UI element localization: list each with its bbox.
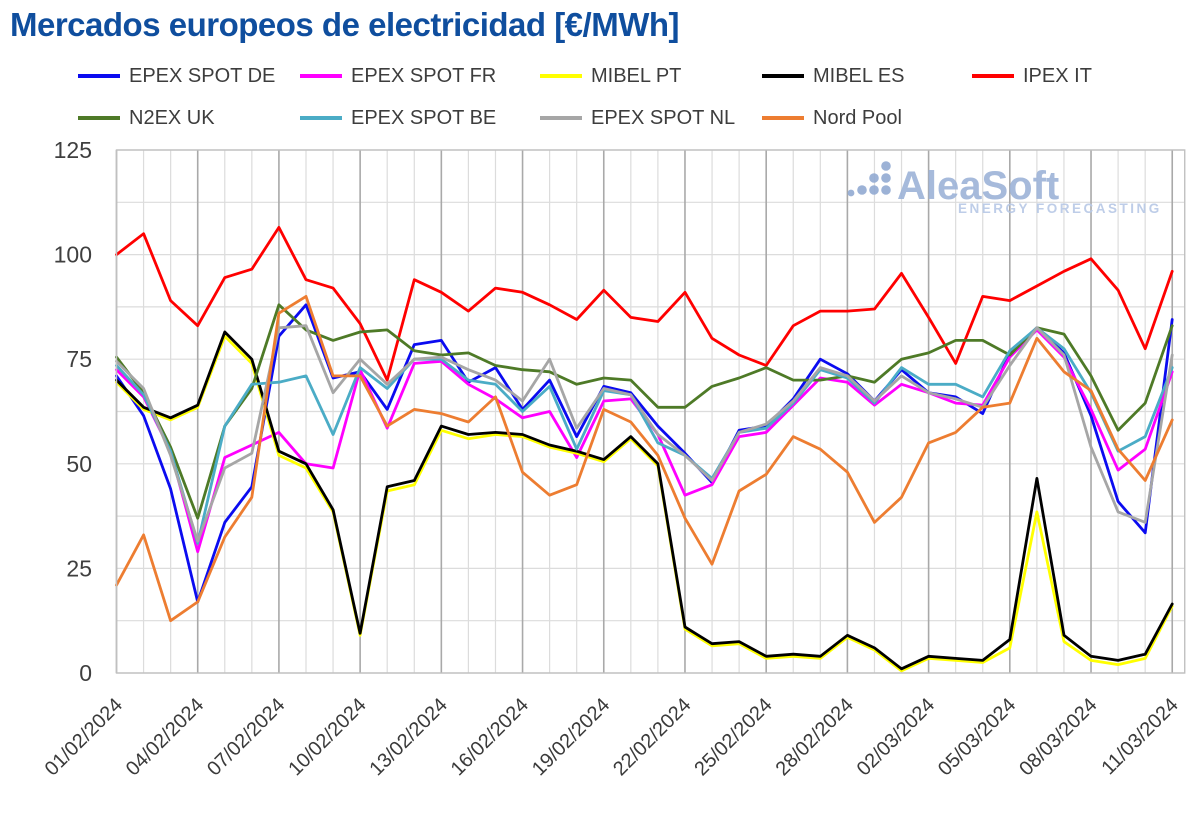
watermark-dot-icon: [869, 185, 879, 195]
watermark-dot-icon: [881, 185, 891, 195]
watermark-dot-icon: [869, 173, 879, 183]
y-axis-tick-label: 125: [54, 137, 92, 163]
x-axis-tick-label: 25/02/2024: [690, 694, 776, 780]
x-axis-tick-label: 08/03/2024: [1015, 694, 1101, 780]
legend-label-n2ex-uk: N2EX UK: [129, 106, 215, 129]
watermark-dot-icon: [881, 173, 891, 183]
x-axis-tick-label: 04/02/2024: [122, 694, 208, 780]
legend-item-ipex-it: IPEX IT: [972, 62, 1092, 90]
legend-item-epex-spot-fr: EPEX SPOT FR: [300, 62, 496, 90]
watermark-dot-icon: [857, 185, 867, 195]
legend-label-mibel-pt: MIBEL PT: [591, 64, 682, 87]
x-axis-tick-label: 28/02/2024: [772, 694, 858, 780]
x-axis-tick-label: 16/02/2024: [447, 694, 533, 780]
series-line-mibel-pt: [115, 334, 1174, 673]
x-axis-tick-label: 19/02/2024: [528, 694, 614, 780]
legend-item-epex-spot-be: EPEX SPOT BE: [300, 104, 496, 132]
x-axis-tick-label: 02/03/2024: [853, 694, 939, 780]
legend-label-ipex-it: IPEX IT: [1023, 64, 1092, 87]
legend-label-mibel-es: MIBEL ES: [813, 64, 905, 87]
legend-swatch-epex-spot-be: [300, 116, 342, 120]
watermark-dot-icon: [881, 161, 891, 171]
legend-item-mibel-es: MIBEL ES: [762, 62, 905, 90]
y-axis-tick-label: 0: [79, 660, 92, 686]
x-axis-tick-label: 13/02/2024: [366, 694, 452, 780]
plot-border: [115, 149, 1186, 674]
chart-title: Mercados europeos de electricidad [€/MWh…: [10, 6, 680, 43]
legend-item-nord-pool: Nord Pool: [762, 104, 902, 132]
series-line-mibel-es: [115, 330, 1174, 671]
x-axis-labels: 01/02/202404/02/202407/02/202410/02/2024…: [41, 694, 1183, 780]
legend-swatch-mibel-es: [762, 74, 804, 78]
x-axis-tick-label: 11/03/2024: [1097, 694, 1182, 779]
series-lines: [115, 225, 1174, 673]
x-axis-tick-label: 05/03/2024: [934, 694, 1020, 780]
series-line-epex-spot-nl: [115, 324, 1174, 543]
series-line-n2ex-uk: [115, 303, 1174, 520]
y-axis-labels: 0 25 50 75 100 125: [54, 137, 92, 686]
series-line-ipex-it: [115, 225, 1174, 382]
y-axis-tick-label: 50: [66, 451, 92, 477]
watermark-dot-icon: [847, 189, 855, 197]
series-line-epex-spot-be: [115, 326, 1174, 545]
series-line-nord-pool: [115, 294, 1174, 623]
legend-label-epex-spot-be: EPEX SPOT BE: [351, 106, 497, 129]
x-axis-tick-label: 22/02/2024: [609, 694, 695, 780]
legend-item-epex-spot-de: EPEX SPOT DE: [78, 62, 275, 90]
y-axis-tick-label: 25: [66, 555, 92, 581]
legend-label-nord-pool: Nord Pool: [813, 106, 902, 129]
legend-label-epex-spot-de: EPEX SPOT DE: [129, 64, 276, 87]
legend-item-epex-spot-nl: EPEX SPOT NL: [540, 104, 735, 132]
watermark-subtitle-text: ENERGY FORECASTING: [958, 201, 1162, 216]
legend-swatch-epex-spot-fr: [300, 74, 342, 78]
legend-item-mibel-pt: MIBEL PT: [540, 62, 681, 90]
legend-swatch-ipex-it: [972, 74, 1014, 78]
legend-swatch-epex-spot-nl: [540, 116, 582, 120]
watermark-brand-text: AleaSoft: [897, 164, 1059, 208]
x-axis-tick-label: 07/02/2024: [203, 694, 289, 780]
legend-swatch-nord-pool: [762, 116, 804, 120]
y-axis-tick-label: 100: [54, 242, 92, 268]
legend-swatch-n2ex-uk: [78, 116, 120, 120]
legend-swatch-epex-spot-de: [78, 74, 120, 78]
legend-swatch-mibel-pt: [540, 74, 582, 78]
x-axis-tick-label: 01/02/2024: [41, 694, 127, 780]
legend-label-epex-spot-fr: EPEX SPOT FR: [351, 64, 497, 87]
y-axis-tick-label: 75: [66, 346, 92, 372]
x-axis-tick-label: 10/02/2024: [284, 694, 370, 780]
legend-item-n2ex-uk: N2EX UK: [78, 104, 215, 132]
legend-label-epex-spot-nl: EPEX SPOT NL: [591, 106, 736, 129]
